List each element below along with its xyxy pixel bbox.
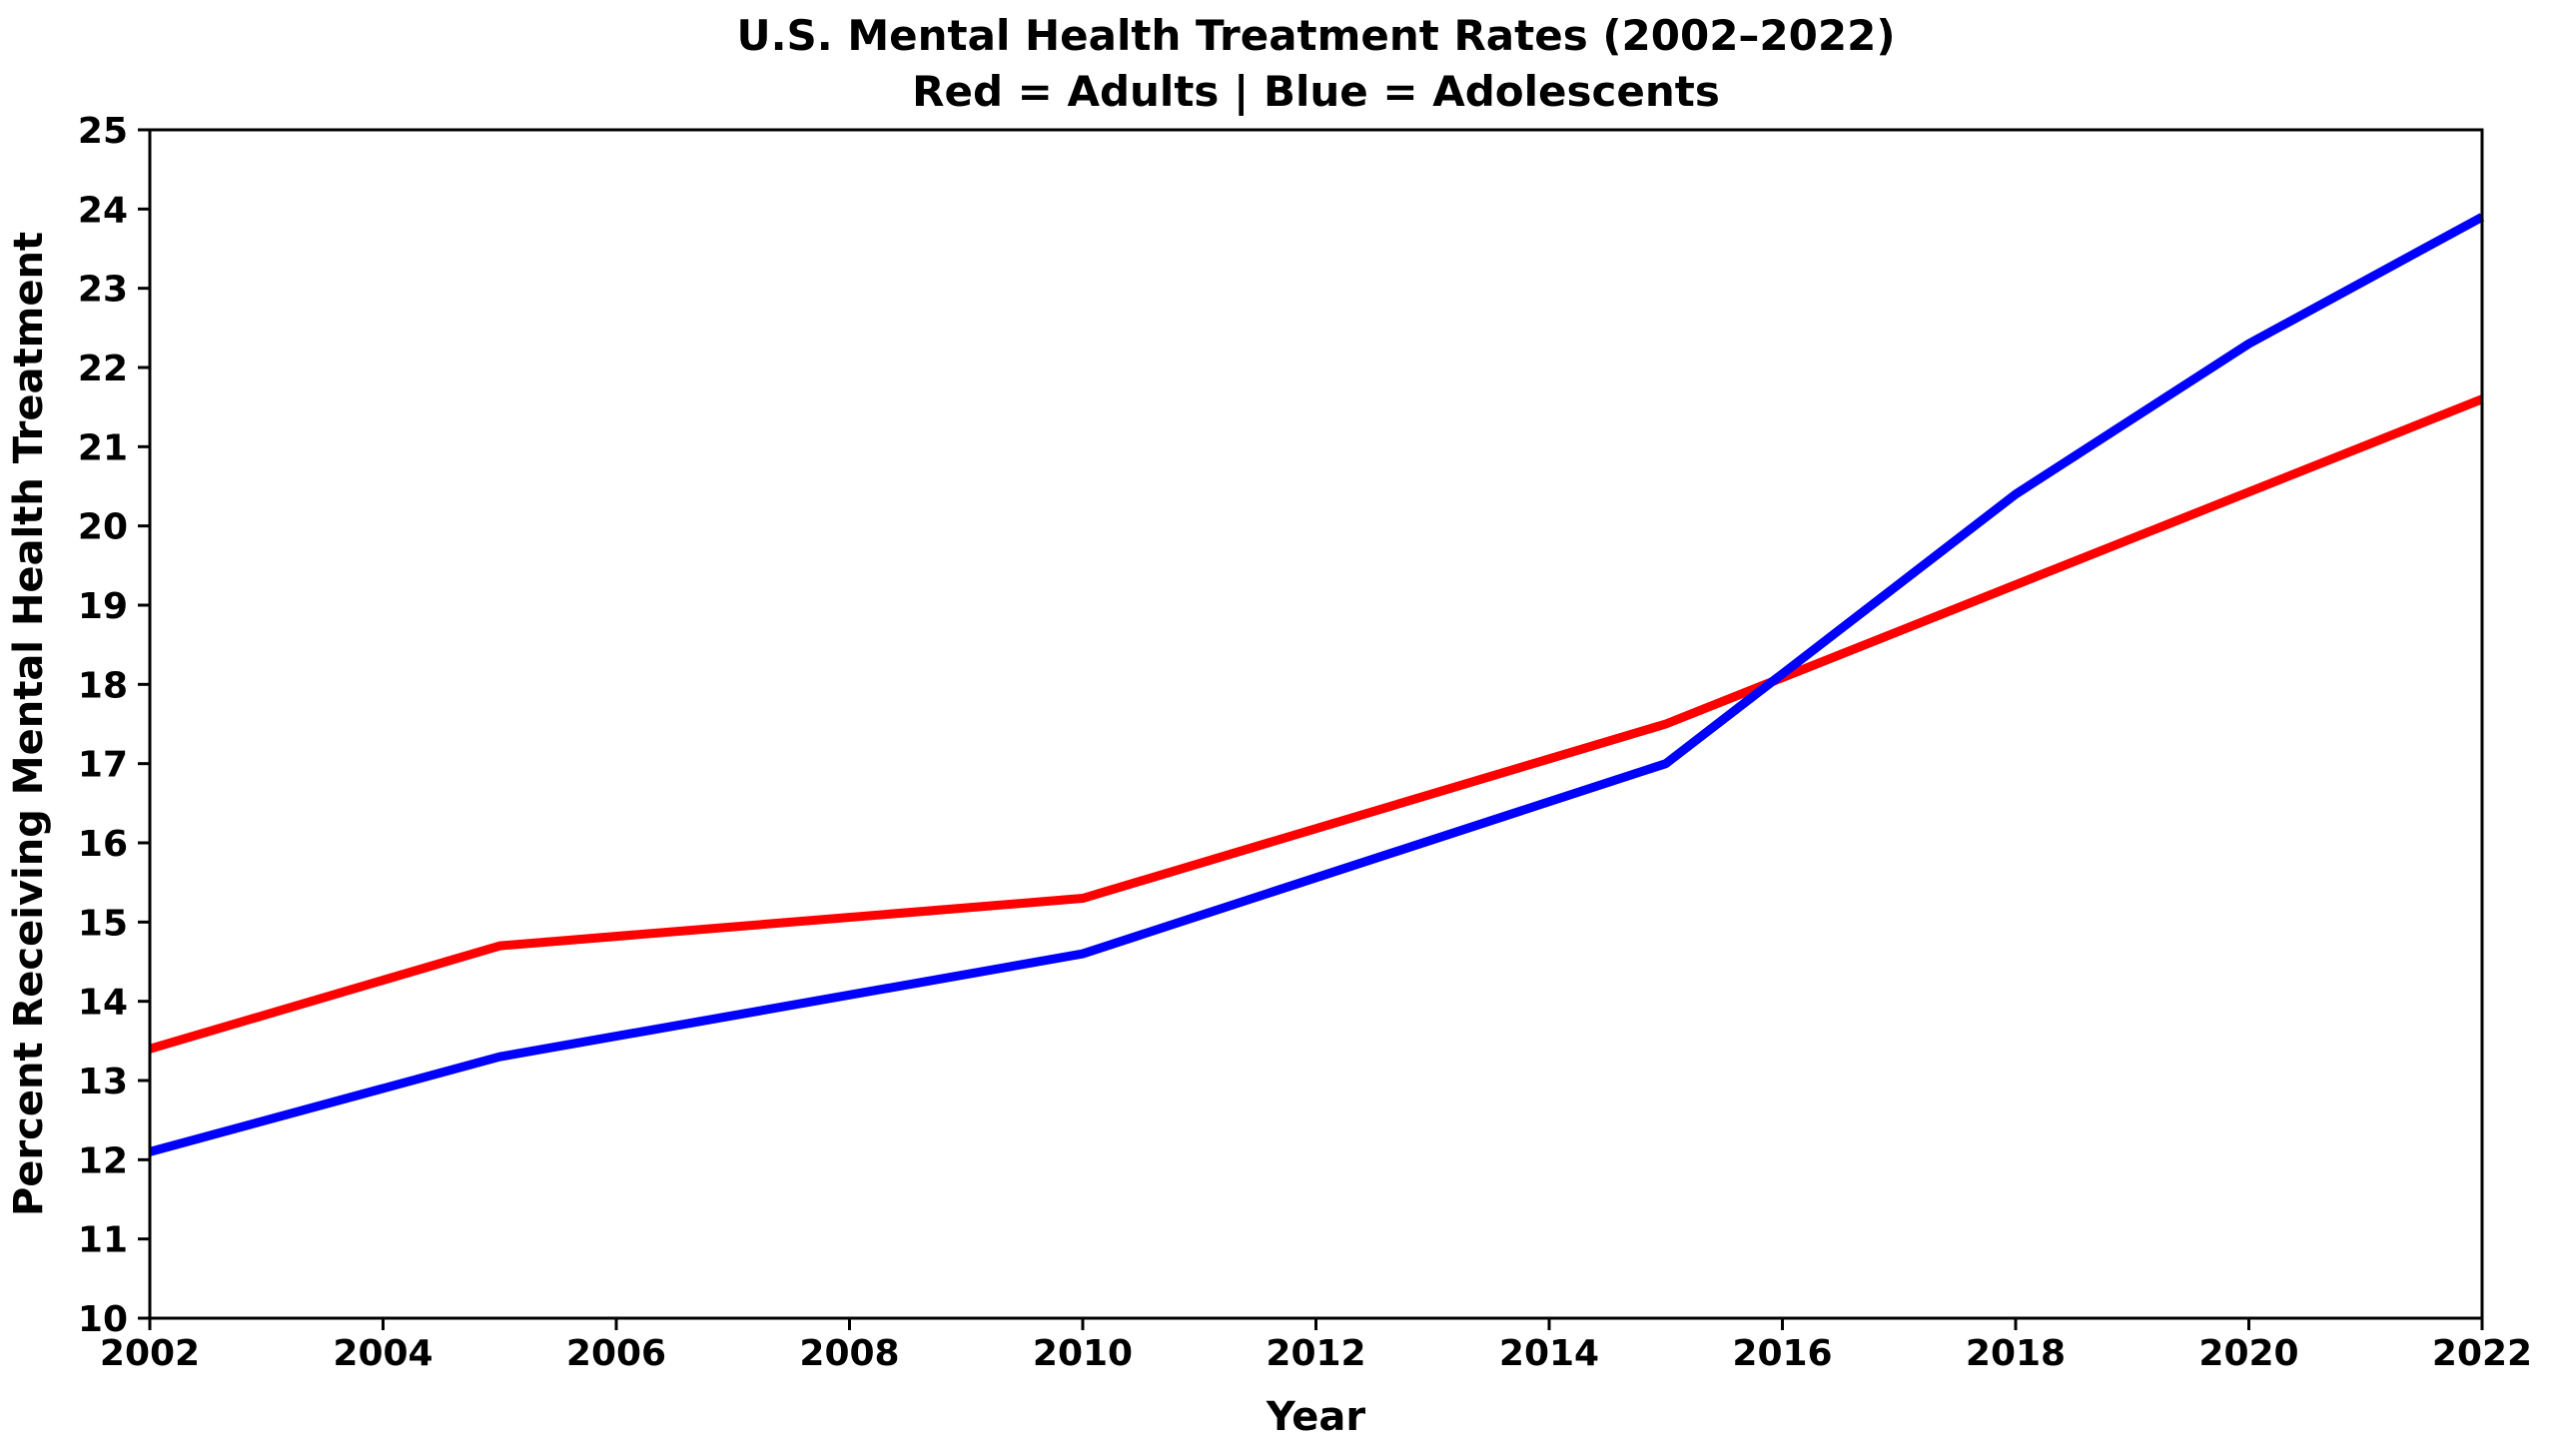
- y-tick-label: 11: [78, 1220, 128, 1261]
- x-tick-label: 2022: [2432, 1333, 2532, 1374]
- chart-title: U.S. Mental Health Treatment Rates (2002…: [736, 11, 1895, 60]
- plot-border: [148, 128, 2484, 1320]
- y-tick-label: 12: [78, 1140, 128, 1181]
- x-tick-label: 2012: [1266, 1333, 1365, 1374]
- chart-subtitle-legend: Red = Adults | Blue = Adolescents: [912, 67, 1720, 116]
- plot-area: 2002 2004 2006 2008 2010 2012 2014 2016 2018 2020…: [78, 111, 2532, 1374]
- x-tick-label: 2006: [566, 1333, 666, 1374]
- y-tick-label: 10: [78, 1299, 128, 1340]
- y-tick-label: 19: [78, 586, 128, 627]
- y-tick-label: 23: [78, 270, 128, 311]
- x-tick-label: 2016: [1732, 1333, 1832, 1374]
- y-tick-label: 22: [78, 349, 128, 389]
- x-tick-label: 2008: [799, 1333, 899, 1374]
- y-tick-label: 21: [78, 427, 128, 468]
- y-tick-label: 24: [78, 190, 128, 231]
- y-tick-label: 13: [78, 1062, 128, 1102]
- x-tick-label: 2014: [1499, 1333, 1599, 1374]
- x-tick-label: 2010: [1033, 1333, 1133, 1374]
- x-tick-label: 2002: [100, 1333, 200, 1374]
- y-tick-label: 15: [78, 903, 128, 944]
- y-tick-label: 25: [78, 111, 128, 152]
- x-tick-label: 2020: [2198, 1333, 2298, 1374]
- y-tick-label: 17: [78, 745, 128, 786]
- x-tick-label: 2018: [1966, 1333, 2066, 1374]
- x-tick-label: 2004: [333, 1333, 432, 1374]
- adolescents-line: [148, 213, 2485, 1156]
- y-tick-label: 20: [78, 507, 128, 548]
- y-tick-label: 14: [78, 983, 128, 1024]
- x-axis-label: Year: [1266, 1394, 1365, 1440]
- adults-line: [148, 394, 2484, 1054]
- y-axis-label: Percent Receiving Mental Health Treatmen…: [6, 232, 52, 1216]
- y-tick-label: 18: [78, 665, 128, 706]
- y-tick-label: 16: [78, 824, 128, 865]
